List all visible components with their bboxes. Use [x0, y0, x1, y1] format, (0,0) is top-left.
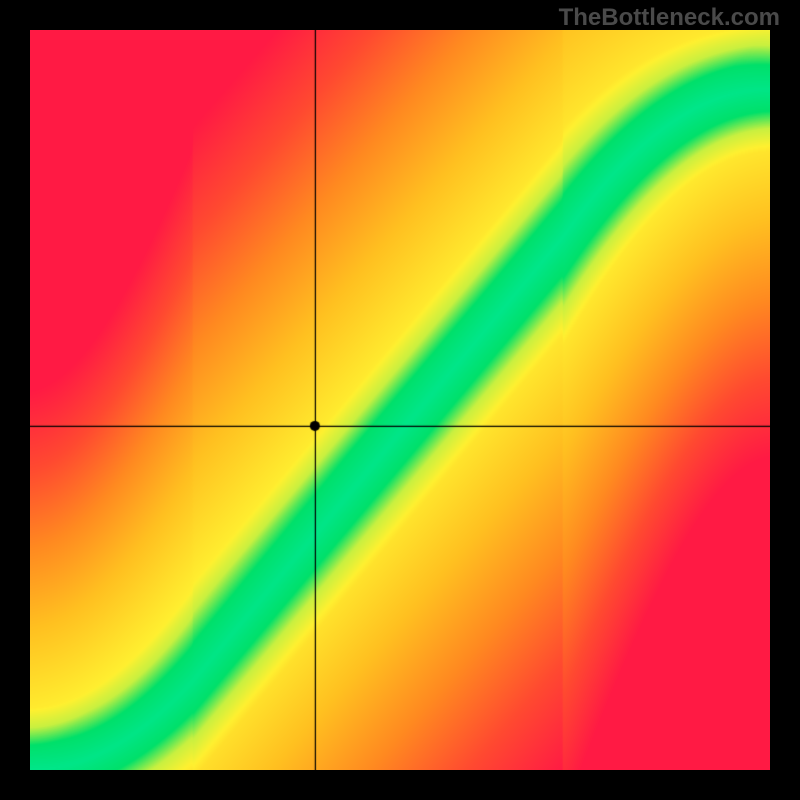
- bottleneck-heatmap: [30, 30, 770, 770]
- chart-container: TheBottleneck.com: [0, 0, 800, 800]
- watermark-text: TheBottleneck.com: [559, 4, 780, 32]
